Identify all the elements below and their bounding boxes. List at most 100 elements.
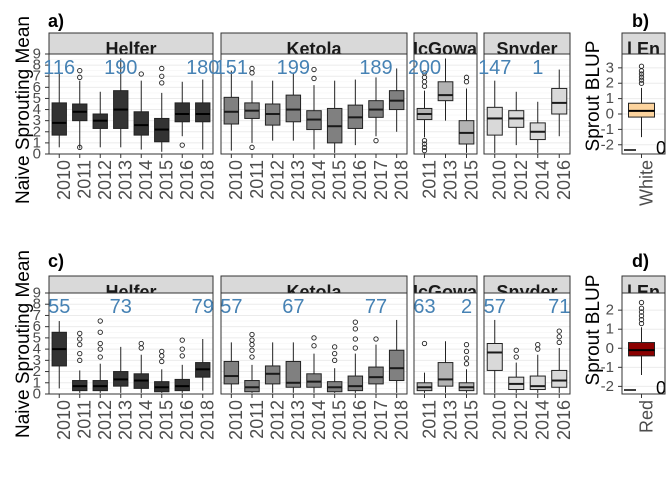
x-tick-label: 2016	[350, 160, 370, 200]
box-group	[388, 68, 405, 132]
y-tick-label: 9	[33, 285, 41, 302]
outlier-point	[77, 68, 83, 74]
outlier-point	[638, 63, 645, 69]
x-tick-label: 2013	[440, 400, 460, 440]
x-tick-label: 2011	[75, 160, 95, 199]
x-tick-label: 2012	[95, 400, 115, 440]
panel-border	[621, 53, 666, 155]
outlier-point	[463, 341, 470, 348]
y-tick-label: -2	[601, 136, 614, 153]
y-tick-label: 0	[606, 106, 614, 123]
x-tick-label: 2015	[461, 400, 481, 440]
panel-label: c)	[48, 251, 64, 271]
box	[174, 102, 190, 123]
panel-border	[413, 292, 478, 395]
x-tick-label: 2018	[391, 400, 411, 440]
box-group	[437, 341, 454, 393]
x-tick-label: 2016	[177, 400, 197, 440]
panel-border	[413, 53, 478, 155]
y-tick-label: 8	[33, 296, 41, 313]
y-axis-label: Sprout BLUP	[583, 41, 604, 152]
outlier-point	[77, 74, 83, 80]
box-group	[347, 79, 364, 146]
count-label: 67	[282, 296, 304, 318]
x-tick-label: 2014	[533, 400, 553, 440]
outlier-point	[638, 320, 645, 327]
box	[51, 102, 67, 136]
box-group	[223, 342, 240, 393]
box	[437, 81, 454, 102]
y-tick-label: 1	[606, 90, 614, 107]
box-group	[326, 344, 343, 393]
count-label: 77	[365, 296, 387, 318]
panel-border	[483, 292, 571, 395]
y-tick-label: 3	[606, 59, 614, 76]
outlier-point	[159, 358, 165, 365]
box-group	[551, 69, 568, 137]
outlier-point	[421, 144, 428, 150]
box-group	[133, 340, 149, 393]
y-tick-label: 4	[33, 341, 41, 358]
count-label: 116	[43, 57, 75, 79]
outlier-point	[352, 326, 358, 332]
outlier-point	[77, 330, 83, 337]
facet-ketola: Ketola	[220, 32, 408, 158]
box-group	[133, 71, 149, 150]
outlier-point	[535, 341, 541, 348]
y-tick-label: 3	[33, 112, 41, 129]
y-axis-label: Naive Sprouting Mean	[13, 16, 34, 204]
box-group	[458, 74, 475, 153]
box-group	[113, 58, 129, 148]
outlier-point	[332, 350, 338, 357]
outlier-point	[463, 361, 470, 367]
outlier-point	[311, 75, 317, 82]
x-tick-label: 2015	[157, 400, 177, 440]
outlier-point	[249, 347, 255, 353]
box-group	[508, 347, 525, 393]
box-group	[486, 80, 503, 153]
y-tick-label: 7	[33, 68, 41, 85]
facet-snyder: Snyder	[483, 275, 571, 398]
box-group	[285, 342, 302, 393]
box-group	[285, 72, 302, 141]
outlier-point	[311, 343, 317, 349]
x-tick-label: 2010	[226, 400, 246, 440]
outlier-point	[249, 144, 255, 150]
x-tick-label: 2015	[157, 160, 177, 200]
y-tick-label: 2	[606, 75, 614, 92]
box-group	[628, 299, 655, 375]
box-group	[244, 65, 260, 150]
count-label: 57	[484, 296, 506, 318]
count-label: 147	[478, 57, 511, 79]
outlier-point	[638, 309, 645, 315]
box-group	[92, 91, 108, 148]
outlier-point	[638, 317, 645, 323]
box-group	[72, 68, 88, 150]
box-group	[508, 91, 525, 146]
x-tick-label: 2017	[371, 400, 391, 440]
outlier-point	[463, 355, 470, 361]
x-tick-label: White	[636, 160, 656, 206]
outlier-point	[179, 337, 185, 343]
box	[486, 106, 503, 136]
outlier-point	[556, 334, 562, 340]
box-group	[195, 79, 211, 150]
x-tick-label: 2011	[419, 160, 439, 199]
outlier-point	[421, 141, 428, 147]
x-tick-label: 2010	[226, 160, 246, 200]
outlier-point	[638, 305, 645, 311]
box-group	[51, 71, 67, 148]
outlier-point	[77, 341, 83, 348]
outlier-point	[249, 354, 255, 360]
outlier-annotation: 0	[656, 138, 666, 158]
panel-label: b)	[632, 11, 649, 31]
box	[529, 375, 546, 391]
x-tick-label: 2012	[511, 400, 531, 440]
facet-side: l En0	[621, 275, 666, 398]
facet-side: l En0	[621, 32, 666, 158]
x-tick-label: 2013	[116, 400, 136, 440]
outlier-point	[352, 336, 358, 342]
x-tick-label: 2010	[54, 400, 74, 440]
box-group	[306, 335, 322, 393]
outlier-point	[179, 346, 185, 352]
